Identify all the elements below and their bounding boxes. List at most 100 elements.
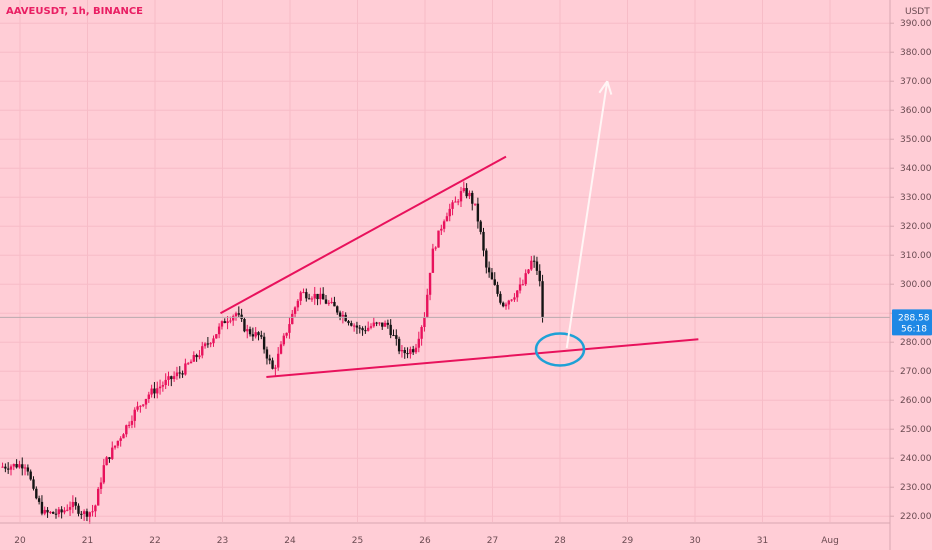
- candle-body: [361, 328, 364, 331]
- candle-body: [274, 367, 277, 369]
- candle-body: [139, 405, 142, 407]
- candle-body: [521, 284, 525, 286]
- time-tick-label: 26: [419, 536, 431, 546]
- candle-body: [229, 320, 232, 322]
- target-arrow: [565, 81, 609, 349]
- candle-body: [37, 498, 41, 502]
- candle-body: [49, 511, 52, 513]
- candle-body: [383, 322, 387, 327]
- candle-body: [215, 334, 218, 339]
- candle-body: [451, 202, 454, 209]
- candle-body: [60, 509, 63, 513]
- candle-body: [437, 230, 440, 248]
- candle-body: [85, 511, 89, 517]
- candle-body: [428, 272, 432, 295]
- candle-body: [268, 358, 271, 361]
- candle-body: [71, 501, 75, 508]
- candle-body: [40, 501, 44, 514]
- candle-body: [130, 420, 134, 425]
- candle-body: [319, 293, 322, 300]
- highlight-ellipse: [534, 332, 586, 367]
- candle-body: [35, 488, 38, 499]
- candle-body: [535, 261, 539, 271]
- candle-body: [43, 509, 46, 514]
- candle-body: [26, 467, 30, 472]
- candle-body: [68, 507, 72, 510]
- candle-body: [321, 293, 325, 300]
- candle-body: [364, 330, 367, 332]
- candle-body: [389, 324, 392, 336]
- price-tick-label: 270.00: [900, 367, 932, 377]
- candle-body: [473, 203, 477, 205]
- candle-body: [395, 335, 398, 339]
- candle-body: [487, 267, 491, 273]
- candle-body: [448, 208, 451, 217]
- candle-body: [271, 360, 274, 369]
- candle-body: [108, 457, 111, 459]
- candle-body: [186, 363, 190, 365]
- candle-body: [375, 322, 378, 324]
- candle-body: [341, 314, 345, 317]
- candle-body: [248, 329, 252, 335]
- candle-body: [260, 335, 263, 337]
- candle-body: [381, 322, 384, 327]
- candle-body: [156, 388, 159, 394]
- drawings[interactable]: [0, 80, 890, 378]
- candle-body: [212, 338, 215, 344]
- candle-body: [316, 293, 319, 300]
- candle-body: [352, 325, 356, 327]
- candle-body: [426, 294, 429, 318]
- candle-body: [350, 323, 353, 326]
- price-badge: [892, 309, 932, 336]
- candle-body: [127, 424, 131, 426]
- candle-body: [192, 355, 196, 362]
- candle-body: [206, 343, 210, 345]
- candle-body: [136, 406, 139, 410]
- grid: [0, 0, 890, 522]
- candle-body: [299, 292, 302, 301]
- candle-body: [397, 338, 401, 352]
- candle-body: [122, 434, 125, 439]
- candle-body: [282, 335, 286, 345]
- candle-body: [310, 298, 314, 300]
- symbol-title[interactable]: AAVEUSDT, 1h, BINANCE: [6, 6, 144, 17]
- candle-body: [231, 316, 235, 321]
- time-tick-label: 24: [284, 536, 296, 546]
- candle-body: [392, 335, 395, 337]
- candle-body: [77, 505, 80, 514]
- candle-body: [313, 293, 316, 299]
- candle-body: [184, 363, 187, 375]
- candle-body: [459, 191, 463, 202]
- candle-body: [29, 471, 32, 480]
- candle-body: [324, 299, 328, 304]
- candle-body: [355, 325, 359, 328]
- candle-body: [327, 302, 331, 304]
- candle-body: [386, 322, 390, 325]
- price-axis[interactable]: USDT 220.00 230.00 240.00 250.00 260.00 270.00…: [889, 0, 932, 550]
- time-axis[interactable]: 20 21 22 23 24 25 26 27 28 29 30 31 Aug: [0, 522, 890, 546]
- candle-body: [144, 399, 148, 405]
- candle-body: [366, 327, 370, 331]
- price-badge-value: 288.58: [898, 313, 930, 323]
- candle-body: [406, 353, 409, 355]
- candle-body: [133, 409, 136, 421]
- candle-body: [15, 464, 18, 468]
- candle-body: [119, 438, 122, 441]
- time-tick-label: 23: [217, 536, 228, 546]
- candle-body: [440, 228, 443, 231]
- candle-body: [333, 301, 336, 307]
- candle-body: [409, 349, 412, 355]
- time-tick-label: 21: [82, 536, 93, 546]
- candle-body: [113, 445, 117, 448]
- candle-body: [307, 298, 311, 300]
- candle-body: [99, 482, 103, 489]
- candle-body: [411, 349, 415, 353]
- candle-body: [372, 322, 376, 327]
- candle-body: [403, 350, 406, 354]
- candle-body: [164, 379, 167, 386]
- candle-body: [57, 509, 61, 515]
- candle-body: [414, 347, 418, 353]
- candle-body: [445, 216, 449, 222]
